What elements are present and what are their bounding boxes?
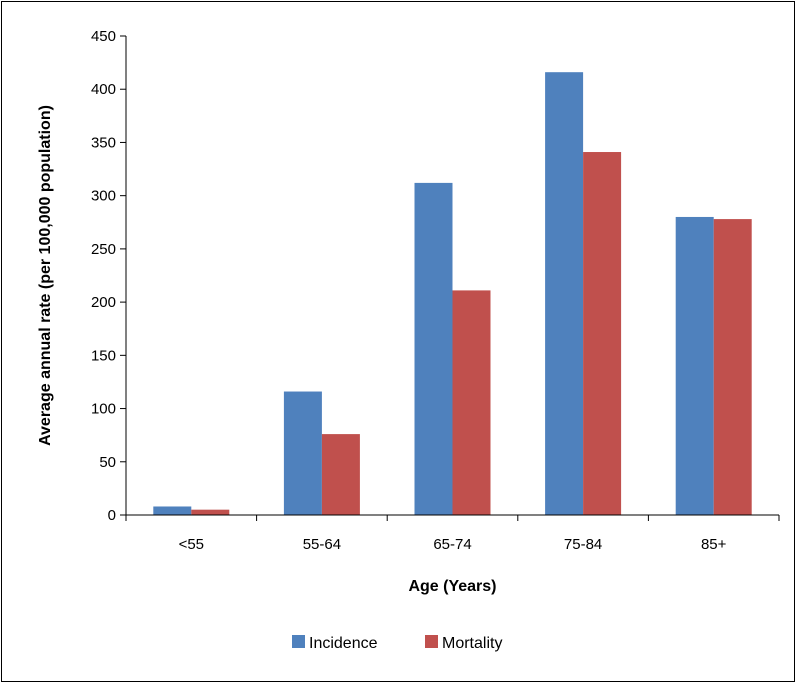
bar-mortality-4	[713, 219, 752, 515]
bar-incidence-0	[153, 506, 192, 515]
y-tick-label: 450	[91, 28, 116, 45]
x-tick-label: 85+	[701, 536, 727, 553]
bar-incidence-4	[675, 216, 714, 515]
x-tick-label: 75-84	[564, 536, 602, 553]
x-tick-label: <55	[179, 536, 204, 553]
legend: Incidence Mortality	[292, 635, 502, 652]
bar-mortality-3	[583, 152, 622, 515]
x-axis-title: Age (Years)	[408, 578, 496, 595]
bar-mortality-0	[191, 509, 230, 515]
y-tick-label: 50	[99, 454, 116, 471]
legend-label-mortality: Mortality	[442, 635, 502, 652]
legend-label-incidence: Incidence	[309, 635, 378, 652]
y-tick-label: 0	[108, 507, 116, 524]
y-tick-label: 200	[91, 294, 116, 311]
bar-incidence-1	[283, 391, 322, 515]
x-axis-ticks: <55 55-64 65-74 75-84 85+	[125, 515, 780, 553]
bar-incidence-2	[414, 182, 453, 516]
y-axis-title: Average annual rate (per 100,000 populat…	[37, 105, 54, 446]
y-axis-ticks: 0 50 100 150 200 250 300 350 400 450	[91, 28, 126, 524]
legend-swatch-mortality	[425, 635, 438, 648]
bars	[153, 72, 752, 516]
bar-incidence-3	[545, 72, 584, 516]
x-tick-label: 55-64	[303, 536, 341, 553]
y-tick-label: 150	[91, 347, 116, 364]
y-tick-label: 250	[91, 241, 116, 258]
x-tick-label: 65-74	[433, 536, 471, 553]
bar-mortality-1	[321, 434, 360, 515]
legend-swatch-incidence	[292, 635, 305, 648]
y-tick-label: 400	[91, 81, 116, 98]
y-tick-label: 300	[91, 188, 116, 205]
bar-mortality-2	[452, 290, 491, 515]
y-tick-label: 100	[91, 401, 116, 418]
y-tick-label: 350	[91, 134, 116, 151]
